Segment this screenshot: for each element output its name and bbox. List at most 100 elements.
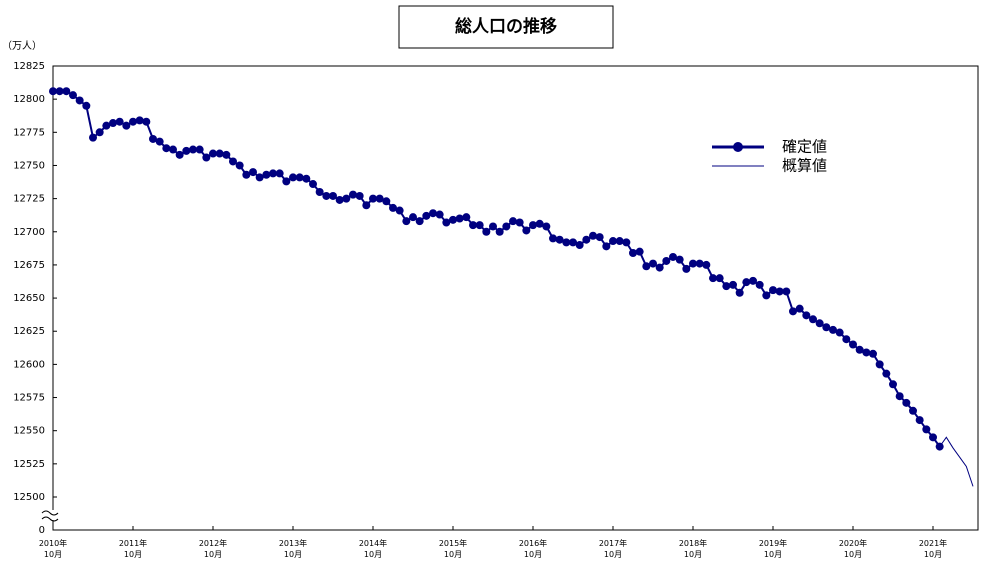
- plot-frame: [52, 65, 979, 531]
- x-tick-label: 2013年 10月: [279, 538, 307, 559]
- data-point: [49, 87, 57, 96]
- data-point: [375, 194, 384, 203]
- data-point: [202, 153, 211, 162]
- x-tick-label: 2020年 10月: [839, 538, 867, 559]
- data-point: [915, 416, 924, 425]
- x-tick-label: 2011年 10月: [119, 538, 147, 559]
- data-point: [895, 392, 904, 401]
- data-point: [789, 307, 797, 316]
- data-point: [675, 255, 684, 264]
- y-unit: （万人）: [2, 40, 42, 52]
- data-point: [415, 217, 424, 226]
- data-point: [162, 144, 171, 153]
- data-point: [635, 247, 644, 256]
- data-point: [135, 116, 144, 125]
- data-point: [495, 227, 504, 236]
- x-tick-label: 2021年 10月: [919, 538, 947, 559]
- data-point: [875, 360, 884, 369]
- y-tick-label: 12675: [13, 260, 45, 271]
- data-point: [715, 274, 724, 283]
- legend-marker: [733, 142, 743, 152]
- data-point: [502, 222, 511, 231]
- x-tick-label: 2015年 10月: [439, 538, 467, 559]
- data-point: [809, 315, 817, 324]
- data-point: [522, 226, 531, 235]
- axis-break-gap: [40, 510, 60, 520]
- data-point: [622, 238, 631, 247]
- data-point: [582, 235, 591, 244]
- data-point: [722, 282, 731, 291]
- x-tick-label: 2019年 10月: [759, 538, 787, 559]
- x-tick-label: 2014年 10月: [359, 538, 387, 559]
- data-point: [349, 190, 357, 199]
- data-point: [175, 150, 184, 159]
- data-point: [449, 215, 457, 224]
- data-point: [109, 119, 117, 128]
- data-point: [469, 221, 477, 230]
- x-tick-label: 2010年 10月: [39, 538, 67, 559]
- data-point: [802, 311, 811, 320]
- data-point: [402, 217, 411, 226]
- data-point: [575, 241, 584, 250]
- data-point: [282, 177, 291, 186]
- data-point: [269, 169, 277, 178]
- data-point: [82, 101, 91, 110]
- data-point: [602, 242, 611, 251]
- data-point: [795, 304, 804, 313]
- data-point: [155, 137, 164, 146]
- data-point: [149, 134, 157, 143]
- data-point: [682, 264, 691, 273]
- data-point: [729, 280, 737, 289]
- y-tick-label: 12550: [13, 426, 45, 437]
- data-point: [555, 235, 564, 244]
- data-point: [769, 286, 777, 295]
- y-tick-label: 12525: [13, 459, 45, 470]
- data-point: [455, 214, 464, 223]
- data-point: [95, 128, 104, 137]
- legend-label: 確定値: [782, 138, 827, 156]
- y-tick-label: 12800: [13, 94, 45, 105]
- series-line: [939, 436, 974, 487]
- data-point: [142, 117, 151, 126]
- data-point: [595, 233, 604, 242]
- data-point: [562, 238, 571, 247]
- data-point: [882, 369, 891, 378]
- data-point: [249, 168, 257, 177]
- data-point: [535, 219, 544, 228]
- data-point: [55, 87, 64, 96]
- data-point: [655, 263, 664, 272]
- data-point: [335, 195, 344, 204]
- data-point: [662, 256, 671, 265]
- data-point: [542, 222, 551, 231]
- data-point: [549, 234, 557, 243]
- data-point: [642, 262, 651, 271]
- data-point: [815, 319, 824, 328]
- data-point: [755, 280, 764, 289]
- data-point: [382, 197, 391, 206]
- data-point: [322, 191, 331, 200]
- data-point: [762, 291, 771, 300]
- data-point: [922, 425, 931, 434]
- chart-title: 総人口の推移: [455, 16, 557, 37]
- y-tick-label: 12625: [13, 326, 45, 337]
- data-point: [395, 206, 404, 215]
- data-point: [209, 149, 217, 158]
- data-point: [89, 133, 97, 142]
- data-point: [902, 398, 911, 407]
- data-point: [129, 117, 137, 126]
- x-tick-label: 2017年 10月: [599, 538, 627, 559]
- data-point: [869, 349, 877, 358]
- data-point: [182, 146, 191, 155]
- data-point: [775, 287, 784, 296]
- data-point: [589, 231, 597, 240]
- data-point: [702, 260, 711, 269]
- data-point: [422, 211, 431, 220]
- axis-break: [41, 510, 59, 522]
- data-point: [482, 227, 491, 236]
- data-point: [475, 221, 484, 230]
- data-point: [369, 194, 377, 203]
- data-point: [669, 252, 677, 261]
- data-point: [849, 340, 857, 349]
- data-point: [295, 173, 304, 182]
